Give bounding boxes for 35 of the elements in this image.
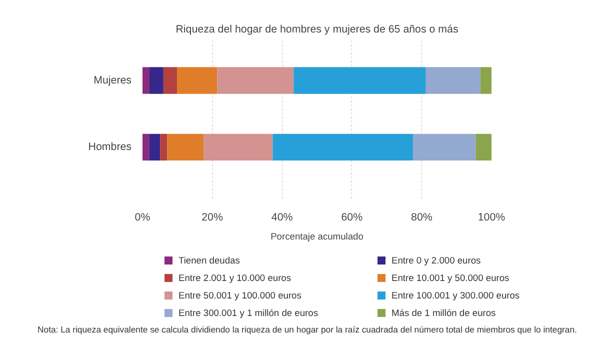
text: Nota: La riqueza equivalente se calcula dividiendo la riqueza de un hogar por la raíz cuadrada del número total de miembros que lo integran. <box>38 324 577 334</box>
bar <box>142 67 150 94</box>
x-tick-label: 40% <box>271 212 294 224</box>
bar <box>149 134 160 160</box>
legend-label: Tienen deudas <box>178 256 240 266</box>
legend-label: Entre 0 y 2.000 euros <box>392 256 482 266</box>
bar <box>163 67 178 94</box>
chart-title: Riqueza del hogar de hombres y mujeres de 65 años o más <box>176 24 458 36</box>
x-tick-label: 100% <box>478 212 506 224</box>
legend-label: Entre 50.001 y 100.000 euros <box>178 290 302 300</box>
legend-label: Entre 300.001 y 1 millón de euros <box>178 308 318 318</box>
x-tick-label: 80% <box>411 212 433 224</box>
x-tick-label: 20% <box>202 212 224 224</box>
bar <box>294 67 426 94</box>
legend-label: Entre 2.001 y 10.000 euros <box>178 273 292 283</box>
bar <box>412 134 476 160</box>
bar <box>167 134 204 160</box>
bar <box>160 134 168 160</box>
bar <box>480 67 492 94</box>
legend-label: Entre 100.001 y 300.000 euros <box>392 290 520 300</box>
bar <box>426 67 480 94</box>
legend-label: Más de 1 millón de euros <box>392 308 496 318</box>
bar <box>177 67 218 94</box>
bar <box>204 134 273 160</box>
x-tick-label: 60% <box>341 212 364 224</box>
x-axis-title: Porcentaje acumulado <box>270 232 364 242</box>
bar <box>272 134 413 160</box>
legend-label: Entre 10.001 y 50.000 euros <box>392 273 510 283</box>
y-tick-label: Hombres <box>88 141 132 154</box>
bar <box>142 134 150 160</box>
bar <box>217 67 294 94</box>
bar <box>476 134 492 160</box>
y-tick-label: Mujeres <box>94 74 132 86</box>
x-tick-label: 0% <box>134 212 151 224</box>
bar <box>149 67 164 94</box>
